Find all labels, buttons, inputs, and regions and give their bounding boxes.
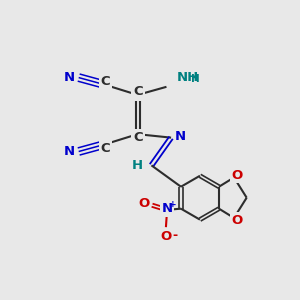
Text: C: C (134, 131, 143, 144)
Text: N: N (175, 130, 186, 143)
Text: O: O (232, 214, 243, 227)
Text: H: H (132, 159, 143, 172)
Text: N: N (64, 145, 75, 158)
Text: N: N (64, 71, 75, 84)
Text: C: C (134, 85, 143, 98)
Text: C: C (100, 74, 110, 88)
Text: NH: NH (177, 71, 199, 84)
Text: N: N (161, 202, 172, 215)
Text: +: + (169, 200, 177, 209)
Text: O: O (232, 169, 243, 182)
Text: O: O (138, 197, 149, 210)
Text: -: - (172, 230, 178, 242)
Text: C: C (100, 142, 110, 154)
Text: O: O (160, 230, 172, 243)
Text: H: H (191, 74, 200, 84)
